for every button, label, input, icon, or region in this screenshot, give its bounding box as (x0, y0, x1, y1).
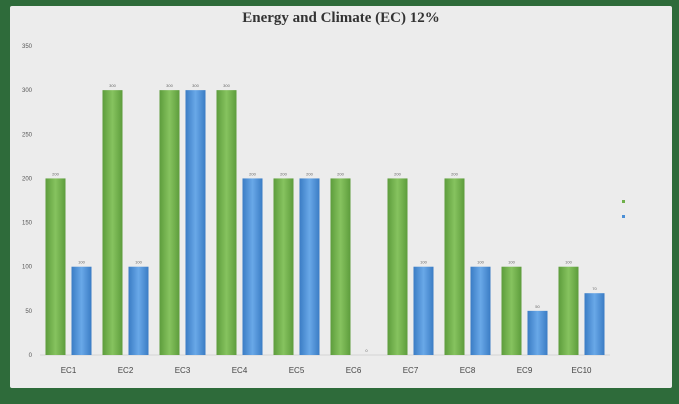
bar-series-1-EC7 (387, 178, 408, 355)
bar-chart: 0 50 100 150 200 250 300 350 EC1 EC2 EC3 EC4 EC5 EC6 E… (22, 44, 625, 375)
data-label: 100 (508, 260, 515, 265)
data-label: 100 (477, 260, 484, 265)
x-category-label: EC5 (289, 366, 305, 375)
data-label: 50 (535, 304, 540, 309)
x-category-label: EC7 (403, 366, 419, 375)
data-label: 200 (280, 171, 287, 176)
legend-swatch-2 (622, 215, 625, 218)
bar-series-1-EC5 (273, 178, 294, 355)
data-label: 200 (451, 171, 458, 176)
bar-series-2-EC2 (128, 266, 149, 355)
x-category-label: EC2 (118, 366, 134, 375)
x-category-label: EC4 (232, 366, 248, 375)
data-label: 300 (192, 83, 199, 88)
y-tick-label: 350 (22, 44, 33, 50)
bar-series-2-EC1 (71, 266, 92, 355)
data-label: 100 (565, 260, 572, 265)
y-tick-label: 250 (22, 132, 33, 138)
y-tick-label: 0 (29, 353, 33, 359)
bar-series-2-EC10 (584, 293, 605, 355)
data-label: 200 (52, 171, 59, 176)
bar-series-1-EC3 (159, 90, 180, 356)
bar-series-1-EC4 (216, 90, 237, 356)
data-label: 200 (249, 171, 256, 176)
bar-series-2-EC3 (185, 90, 206, 356)
bar-series-1-EC8 (444, 178, 465, 355)
y-tick-label: 300 (22, 88, 33, 94)
bar-series-1-EC2 (102, 90, 123, 356)
bar-series-1-EC6 (330, 178, 351, 355)
bar-series-2-EC8 (470, 266, 491, 355)
legend-swatch-1 (622, 200, 625, 203)
data-label: 300 (223, 83, 230, 88)
chart-title: Energy and Climate (EC) 12% (242, 10, 440, 26)
data-label: 200 (337, 171, 344, 176)
bar-series-2-EC7 (413, 266, 434, 355)
data-label: 300 (166, 83, 173, 88)
x-category-label: EC6 (346, 366, 362, 375)
data-label: 0 (365, 348, 368, 353)
y-tick-label: 100 (22, 265, 33, 271)
bar-series-2-EC9 (527, 310, 548, 355)
y-tick-label: 50 (25, 309, 32, 315)
data-label: 100 (420, 260, 427, 265)
data-label: 300 (109, 83, 116, 88)
x-category-label: EC9 (517, 366, 533, 375)
bar-series-1-EC10 (558, 266, 579, 355)
x-category-label: EC10 (571, 366, 592, 375)
bar-series-1-EC1 (45, 178, 66, 355)
y-tick-label: 150 (22, 221, 33, 227)
data-label: 100 (78, 260, 85, 265)
x-category-label: EC8 (460, 366, 476, 375)
x-category-label: EC1 (61, 366, 77, 375)
bar-series-2-EC5 (299, 178, 320, 355)
y-tick-label: 200 (22, 176, 33, 182)
data-label: 70 (592, 286, 597, 291)
bar-series-2-EC4 (242, 178, 263, 355)
data-label: 100 (135, 260, 142, 265)
chart-frame: Energy and Climate (EC) 12% 0 50 100 150 200… (10, 6, 672, 388)
data-label: 200 (306, 171, 313, 176)
bar-series-1-EC9 (501, 266, 522, 355)
x-category-label: EC3 (175, 366, 191, 375)
data-label: 200 (394, 171, 401, 176)
